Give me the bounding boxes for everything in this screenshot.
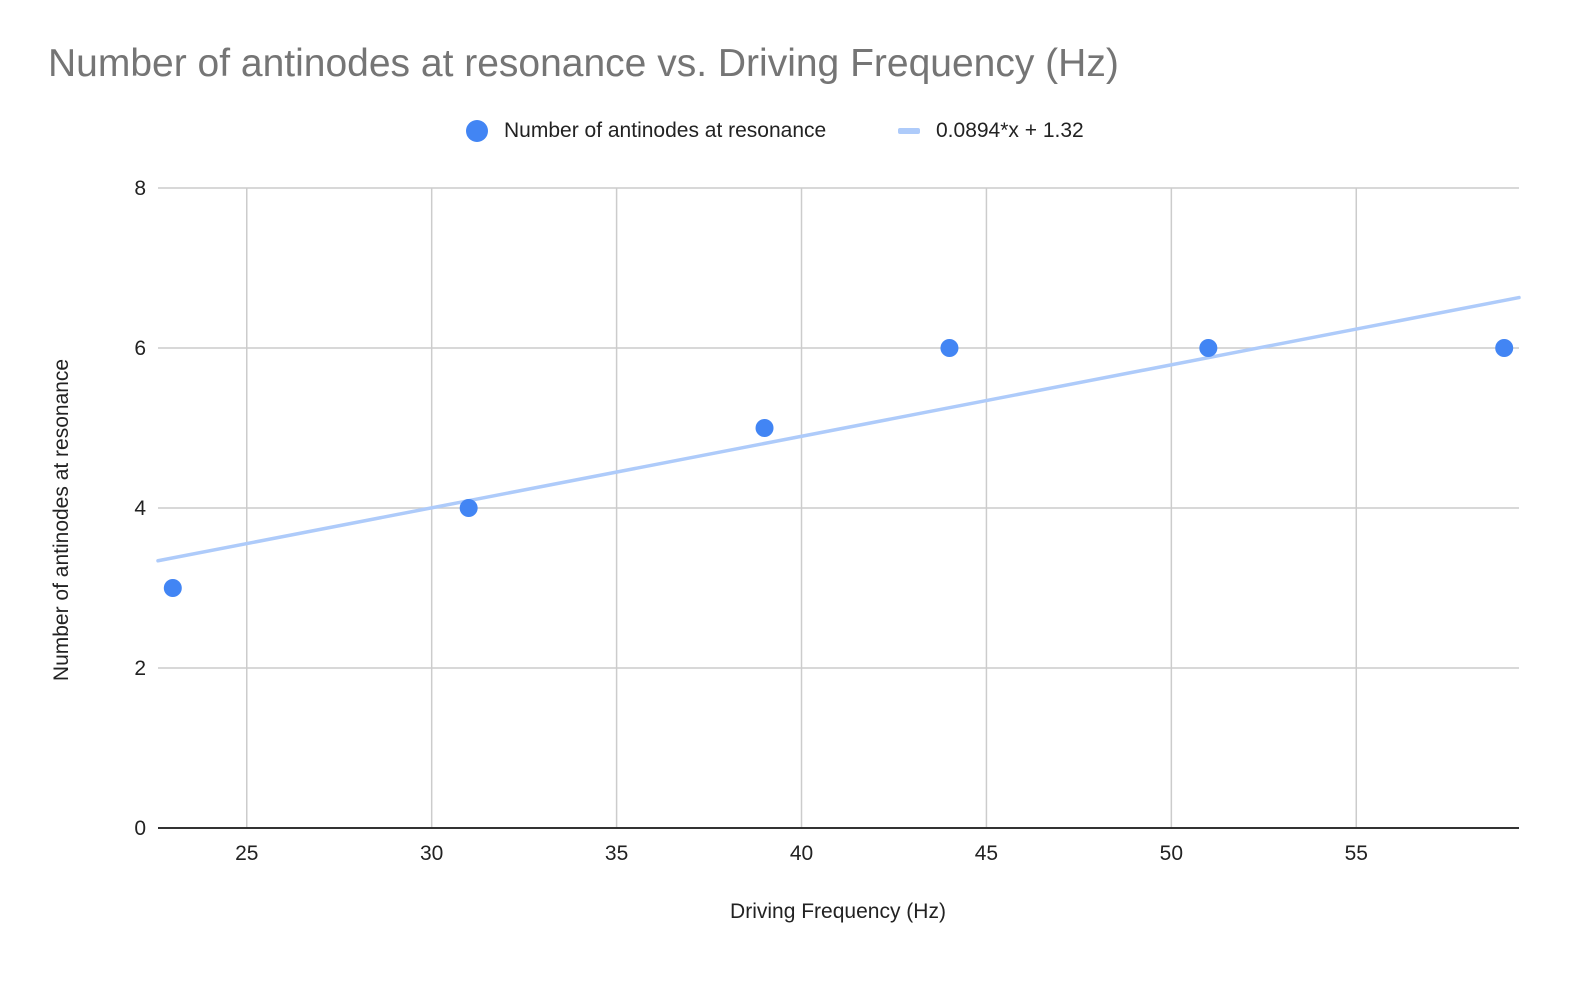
y-tick-label: 8: [134, 177, 146, 200]
y-tick-label: 4: [134, 497, 146, 520]
tick-label-layer: 0 2 4 6 8 25 30 35 40 45 50 55: [134, 177, 1368, 865]
data-point[interactable]: [755, 419, 774, 437]
legend-item-trendline[interactable]: 0.0894*x + 1.32: [898, 119, 1084, 143]
legend-label-trendline: 0.0894*x + 1.32: [936, 119, 1084, 142]
grid-layer: [158, 187, 1519, 828]
y-tick-label: 0: [134, 817, 146, 840]
x-tick-label: 25: [235, 842, 258, 865]
y-tick-label: 6: [134, 337, 146, 360]
data-point[interactable]: [1199, 339, 1218, 357]
legend-item-series[interactable]: Number of antinodes at resonance: [466, 119, 826, 143]
x-tick-label: 30: [420, 842, 443, 865]
legend-label-series: Number of antinodes at resonance: [504, 119, 827, 142]
x-axis-title: Driving Frequency (Hz): [730, 900, 946, 923]
data-point[interactable]: [459, 499, 478, 517]
trendline-layer: [156, 295, 1521, 563]
points-layer: [163, 339, 1514, 597]
legend: Number of antinodes at resonance 0.0894*…: [0, 114, 1596, 150]
data-point[interactable]: [163, 579, 182, 597]
data-point[interactable]: [940, 339, 959, 357]
x-tick-label: 45: [975, 842, 998, 865]
x-tick-label: 40: [790, 842, 813, 865]
x-tick-label: 50: [1160, 842, 1183, 865]
data-point[interactable]: [1495, 339, 1514, 357]
x-tick-label: 35: [605, 842, 628, 865]
legend-marker-series: [466, 120, 488, 142]
legend-marker-trendline: [898, 128, 920, 134]
x-tick-label: 55: [1345, 842, 1368, 865]
chart-title: Number of antinodes at resonance vs. Dri…: [48, 42, 1119, 85]
y-axis-title: Number of antinodes at resonance: [50, 359, 73, 681]
y-tick-label: 2: [134, 657, 146, 680]
trendline: [156, 295, 1521, 563]
